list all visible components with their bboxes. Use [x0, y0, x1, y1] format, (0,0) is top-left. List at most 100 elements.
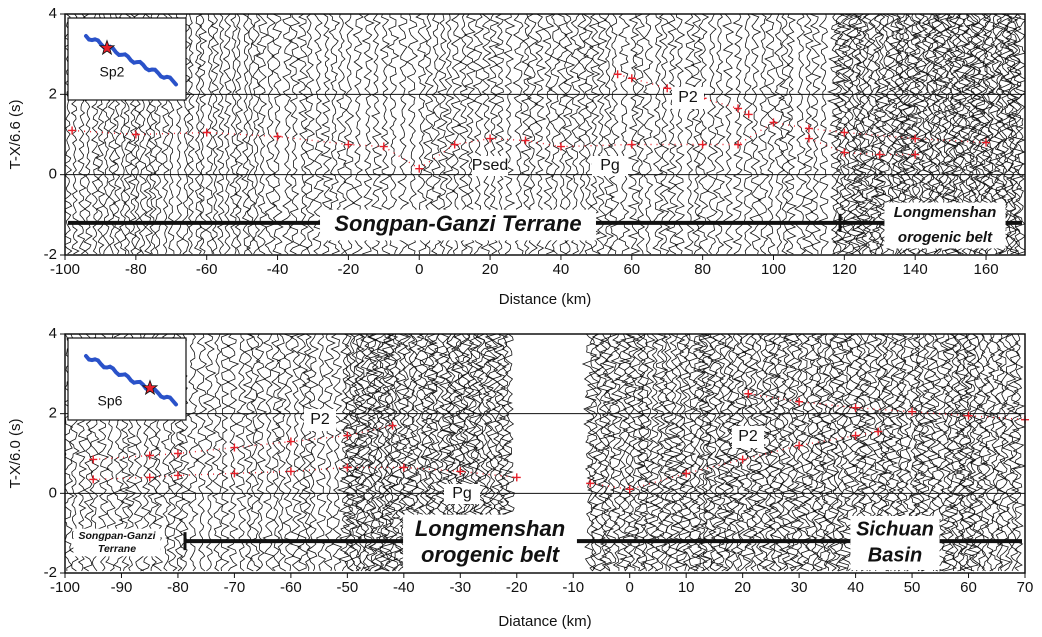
pick: [911, 134, 920, 143]
x-tick-label: 20: [482, 261, 499, 278]
pick: [851, 403, 860, 412]
pick-line: [748, 393, 1026, 421]
seismic-trace: [248, 334, 261, 572]
seismic-trace: [732, 14, 744, 255]
seismic-trace: [807, 334, 823, 572]
seismic-trace: [712, 14, 726, 255]
seismic-trace: [641, 14, 655, 255]
seismic-trace: [222, 14, 233, 255]
seismic-trace: [836, 334, 854, 572]
seismic-trace: [701, 334, 717, 572]
seismic-trace: [773, 334, 790, 572]
seismic-trace: [264, 14, 277, 255]
x-tick-label: -20: [506, 579, 528, 596]
pick: [875, 150, 884, 159]
seismic-trace: [673, 14, 686, 255]
y-tick-label: 2: [49, 405, 57, 422]
seismic-trace: [608, 334, 623, 571]
seismic-trace: [633, 334, 650, 572]
profile-line: [84, 34, 178, 87]
seismic-trace: [757, 14, 770, 255]
seismic-trace: [271, 14, 284, 255]
seismic-trace: [964, 334, 981, 572]
label-box: [732, 426, 764, 448]
seismic-trace: [378, 334, 396, 572]
seismic-trace: [686, 334, 702, 572]
seismic-trace: [242, 334, 256, 572]
seismic-trace: [608, 14, 621, 255]
region-label-box: [884, 202, 1006, 249]
pick: [982, 138, 991, 147]
label-box: [592, 156, 628, 176]
y-tick-label: 4: [49, 325, 57, 342]
pick: [145, 451, 154, 460]
pick: [399, 463, 408, 472]
seismic-trace: [713, 334, 731, 572]
pick: [379, 142, 388, 151]
seismic-trace: [254, 334, 268, 572]
seismic-trace: [710, 334, 726, 572]
label-box: [304, 409, 336, 431]
seismic-trace: [693, 334, 710, 572]
region-label: Basin: [868, 544, 922, 566]
inset: [67, 337, 187, 421]
shot-point: [98, 39, 116, 56]
seismic-trace: [850, 14, 867, 255]
seismic-trace: [301, 334, 315, 572]
seismic-trace: [831, 334, 849, 572]
shot-point: [141, 379, 159, 396]
seismic-trace: [598, 334, 615, 572]
seismic-trace: [736, 334, 752, 572]
x-tick-label: -10: [562, 579, 584, 596]
region-label: Longmenshan: [415, 516, 565, 541]
seismic-trace: [618, 334, 636, 572]
seismic-trace: [623, 334, 641, 572]
seismic-trace: [818, 14, 829, 255]
pick: [145, 473, 154, 482]
pick: [273, 132, 282, 141]
seismic-trace: [824, 334, 840, 572]
seismic-trace: [722, 334, 738, 572]
seismic-trace: [933, 334, 950, 572]
axes-frame: [64, 13, 1026, 256]
label-box: [672, 87, 704, 109]
inset: [67, 17, 187, 101]
x-tick-label: 40: [847, 579, 864, 596]
seismic-trace: [857, 14, 875, 255]
seismic-trace: [683, 14, 696, 254]
seismic-trace: [365, 334, 381, 572]
seismic-trace: [854, 14, 870, 255]
pick: [343, 431, 352, 440]
seismic-trace: [953, 334, 970, 572]
region-label-box: [320, 209, 596, 241]
x-tick-label: -100: [50, 579, 80, 596]
pick: [769, 118, 778, 127]
seismic-trace: [205, 14, 215, 255]
x-tick-label: -30: [449, 579, 471, 596]
seismic-trace: [648, 334, 662, 572]
phase-label: Pg: [600, 157, 620, 174]
seismic-trace: [640, 334, 658, 572]
pick: [627, 140, 636, 149]
seismic-trace: [617, 14, 631, 255]
seismic-trace: [820, 334, 835, 572]
seismic-trace: [873, 14, 889, 255]
seismic-trace: [764, 14, 777, 255]
x-tick-label: 50: [904, 579, 921, 596]
pick: [486, 134, 495, 143]
seismic-trace: [809, 14, 822, 254]
pick: [627, 74, 636, 83]
pick: [840, 128, 849, 137]
seismic-trace: [670, 334, 687, 572]
seismic-trace: [340, 334, 356, 572]
x-tick-label: 120: [832, 261, 857, 278]
seismic-trace: [946, 334, 964, 572]
x-axis-label: Distance (km): [499, 291, 592, 308]
pick: [456, 467, 465, 476]
pick: [840, 148, 849, 157]
seismic-trace: [778, 334, 795, 572]
x-tick-label: 140: [903, 261, 928, 278]
seismic-trace: [869, 14, 886, 255]
seismic-trace: [652, 14, 665, 254]
